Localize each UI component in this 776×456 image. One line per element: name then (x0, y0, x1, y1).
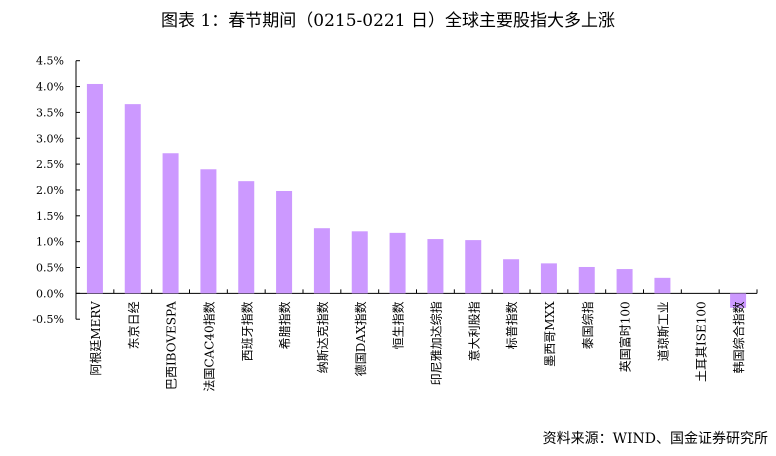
y-tick-label: 2.5% (36, 158, 64, 171)
x-tick-label: 阿根廷MERV (89, 301, 103, 376)
bar (86, 83, 103, 294)
y-tick-label: 0.0% (36, 287, 64, 300)
x-tick-label: 西班牙指数 (239, 301, 254, 361)
x-tick-label: 标普指数 (504, 301, 519, 349)
bar (313, 228, 330, 294)
x-tick-label: 希腊指数 (277, 301, 292, 349)
x-tick-label: 英国富时100 (618, 301, 633, 372)
source-note: 资料来源：WIND、国金证券研究所 (542, 431, 768, 447)
bar (351, 231, 368, 294)
x-tick-label: 意大利股指 (466, 301, 481, 361)
bar (465, 240, 482, 294)
x-tick-label: 纳斯达克指数 (315, 301, 330, 373)
y-tick-label: 0.5% (36, 262, 64, 275)
bar (238, 181, 255, 294)
y-tick-label: -0.5% (32, 313, 64, 326)
x-tick-label: 德国DAX指数 (353, 301, 368, 376)
bar (162, 153, 179, 294)
x-tick-label: 墨西哥MXX (543, 301, 557, 367)
y-tick-label: 3.0% (36, 132, 64, 145)
bar (730, 293, 747, 308)
bar (540, 263, 557, 294)
bar (276, 190, 293, 294)
x-tick-label: 法国CAC40指数 (201, 301, 216, 391)
x-tick-label: 泰国综指 (580, 301, 595, 349)
x-tick-label: 印尼雅加达综指 (428, 301, 443, 385)
y-tick-label: 4.0% (36, 81, 64, 94)
y-tick-label: 3.5% (36, 106, 64, 119)
x-tick-label: 巴西IBOVESPA (165, 301, 179, 390)
bar (389, 232, 406, 294)
bar (124, 104, 141, 294)
y-tick-label: 2.0% (36, 184, 64, 197)
bar (616, 269, 633, 294)
x-tick-label: 恒生指数 (391, 301, 406, 349)
bar (654, 277, 671, 294)
bar (578, 266, 595, 294)
y-tick-label: 1.0% (36, 236, 64, 249)
y-tick-label: 1.5% (36, 210, 64, 223)
bar (503, 259, 520, 294)
y-tick-label: 4.5% (36, 55, 64, 68)
x-tick-label: 韩国综合指数 (731, 301, 746, 373)
x-tick-label: 道琼斯工业 (655, 301, 670, 361)
bar (427, 239, 444, 294)
chart-title: 图表 1：春节期间（0215-0221 日）全球主要股指大多上涨 (161, 11, 615, 31)
x-tick-label: 东京日经 (127, 301, 141, 349)
x-tick-label: 土耳其ISE100 (694, 301, 708, 382)
bar (200, 169, 217, 294)
